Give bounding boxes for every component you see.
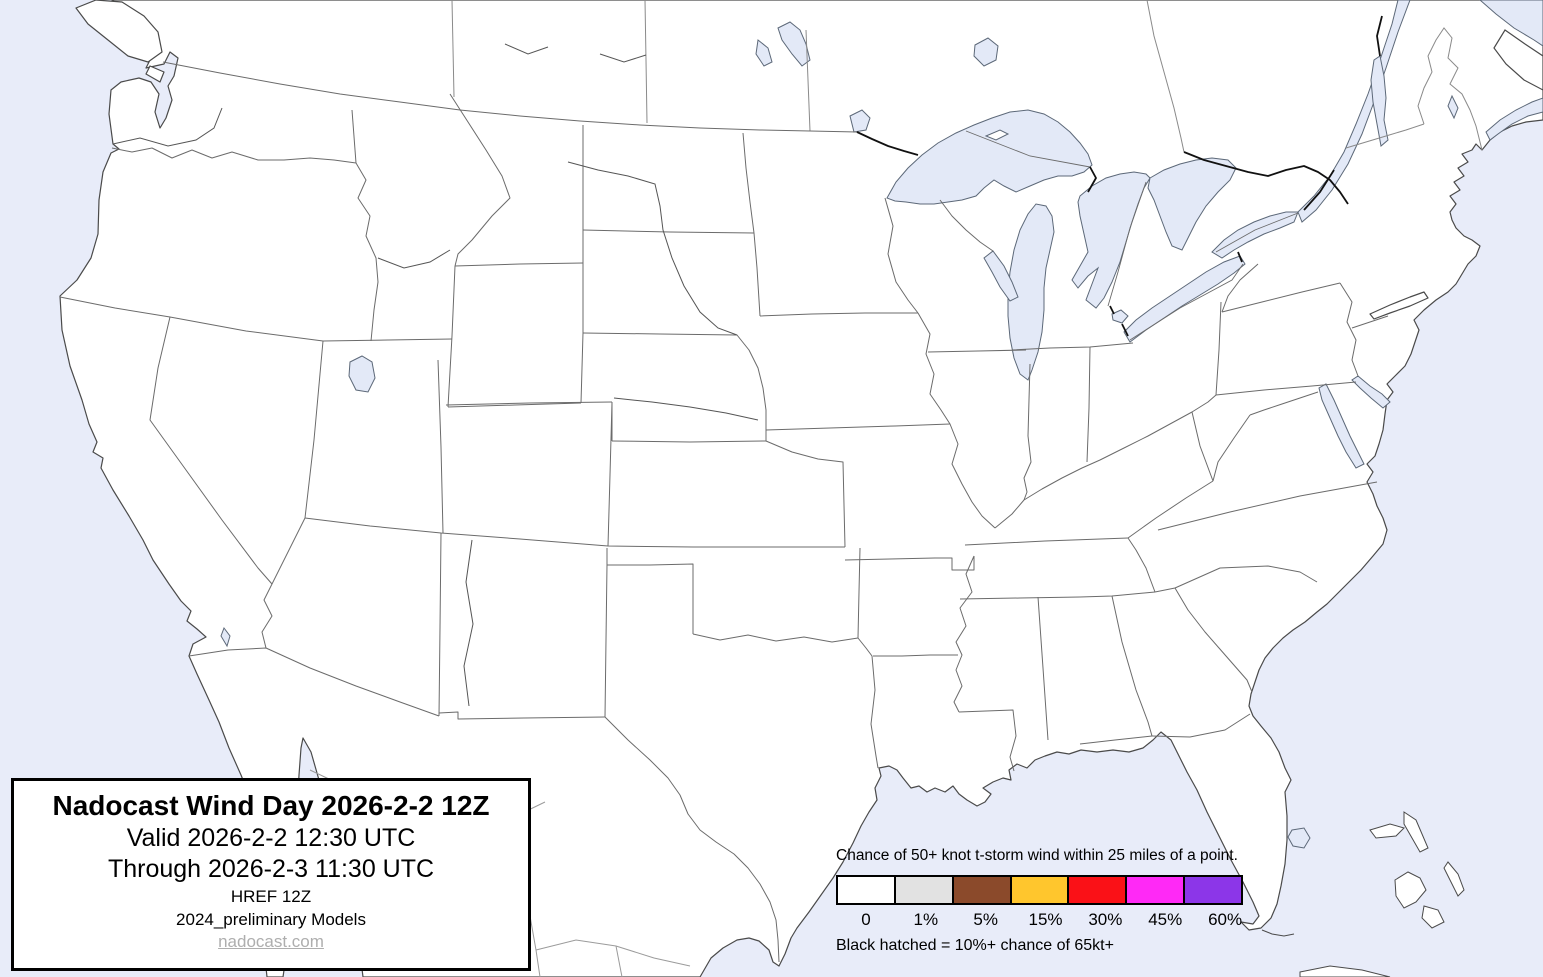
chesapeake-bay xyxy=(1318,383,1365,469)
cuba-coast-sliver xyxy=(1299,965,1391,977)
legend-label-45pct: 45% xyxy=(1148,910,1183,929)
national-border-layer xyxy=(856,15,1383,337)
nova-scotia xyxy=(1493,29,1543,91)
eleuthera-island xyxy=(1443,861,1465,897)
platte-river xyxy=(613,397,759,421)
moosehead-lake xyxy=(1447,94,1459,120)
bay-of-fundy xyxy=(1485,97,1543,141)
legend-swatch-0 xyxy=(836,875,896,905)
probability-legend: Chance of 50+ knot t-storm wind within 2… xyxy=(836,847,1268,955)
ontario-quebec-border xyxy=(1146,0,1185,153)
forecast-title: Nadocast Wind Day 2026-2-2 12Z xyxy=(52,790,490,821)
montana-river-1 xyxy=(504,43,549,55)
legend-swatch-60pct xyxy=(1183,875,1244,905)
legend-label-5pct: 5% xyxy=(973,910,998,929)
alberta-saskatchewan-border xyxy=(451,0,455,98)
isle-royale xyxy=(984,129,1010,141)
legend-swatch-1pct xyxy=(893,875,954,905)
lake-champlain xyxy=(1370,55,1389,147)
state-borders-layer xyxy=(59,61,1389,963)
lake-winnipeg xyxy=(777,21,811,67)
forecast-through-line: Through 2026-2-3 11:30 UTC xyxy=(107,855,435,883)
ottawa-river-border xyxy=(1183,151,1349,205)
long-island xyxy=(1369,291,1429,320)
lake-okeechobee xyxy=(1287,827,1311,849)
st-marys-river-border xyxy=(1087,166,1097,193)
snake-river xyxy=(377,249,451,269)
salton-sea xyxy=(220,626,231,648)
lake-boundary-layer xyxy=(965,130,1299,341)
missouri-river xyxy=(567,161,738,336)
lake-huron xyxy=(1071,171,1151,309)
bc-small-island xyxy=(145,65,165,83)
manitoba-ontario-border xyxy=(805,29,811,132)
new-providence-island xyxy=(1421,905,1445,929)
legend-label-0: 0 xyxy=(861,910,871,929)
legend-label-1pct: 1% xyxy=(913,910,939,929)
lake-winnipegosis xyxy=(755,39,773,67)
lake-st-clair xyxy=(1111,309,1129,324)
legend-swatch-5pct xyxy=(951,875,1012,905)
legend-swatch-30pct xyxy=(1067,875,1128,905)
forecast-valid-line: Valid 2026-2-2 12:30 UTC xyxy=(126,824,416,852)
forecast-model-line: HREF 12Z xyxy=(230,887,312,906)
columbia-river xyxy=(112,107,223,147)
richelieu-outlet xyxy=(1376,15,1383,57)
forecast-title-box: Nadocast Wind Day 2026-2-2 12Z Valid 202… xyxy=(11,778,531,971)
legend-heading: Chance of 50+ knot t-storm wind within 2… xyxy=(836,847,1238,864)
legend-label-30pct: 30% xyxy=(1088,910,1123,929)
nadocast-website-link[interactable]: nadocast.com xyxy=(218,932,324,951)
maine-quebec-nb-border xyxy=(1417,27,1483,151)
lake-nipigon xyxy=(973,37,999,67)
legend-label-15pct: 15% xyxy=(1028,910,1063,929)
delaware-bay xyxy=(1351,375,1391,409)
detroit-river-border xyxy=(1109,305,1129,337)
legend-hatched-note: Black hatched = 10%+ chance of 65kt+ xyxy=(836,937,1114,954)
forecast-models-version-line: 2024_preliminary Models xyxy=(176,910,366,929)
thousand-islands-border xyxy=(1303,169,1335,211)
abaco-island xyxy=(1403,811,1429,853)
pigeon-river-border xyxy=(856,131,919,156)
st-lawrence-river xyxy=(1297,0,1411,223)
saskatchewan-manitoba-border xyxy=(644,0,648,124)
lake-ontario xyxy=(1211,211,1299,259)
us-canada-border xyxy=(162,61,858,133)
lake-michigan xyxy=(1007,203,1055,381)
rivers-layer xyxy=(112,43,759,707)
legend-label-60pct: 60% xyxy=(1208,910,1243,929)
great-salt-lake xyxy=(348,355,376,393)
lake-of-the-woods xyxy=(849,109,871,133)
vancouver-island xyxy=(75,0,163,63)
legend-swatch-row xyxy=(836,875,1268,905)
gulf-of-st-lawrence xyxy=(1479,0,1543,47)
montana-river-2 xyxy=(599,53,647,63)
niagara-river-border xyxy=(1237,251,1243,263)
legend-label-row: 0 1% 5% 15% 30% 45% 60% xyxy=(836,910,1268,930)
quebec-border-45n xyxy=(1345,123,1425,149)
florida-keys xyxy=(1261,929,1295,937)
legend-swatch-45pct xyxy=(1125,875,1186,905)
green-bay xyxy=(983,250,1019,302)
lakes-layer xyxy=(220,0,1459,849)
mexico-state-border-6 xyxy=(615,945,623,977)
rio-grande-nm xyxy=(463,539,474,707)
georgian-bay xyxy=(1147,157,1237,251)
legend-swatch-15pct xyxy=(1009,875,1070,905)
islands-layer xyxy=(1261,811,1465,977)
andros-island xyxy=(1394,871,1427,909)
northeast-corner-water xyxy=(1479,0,1543,141)
grand-bahama-island xyxy=(1369,823,1405,839)
lake-superior xyxy=(886,109,1093,205)
